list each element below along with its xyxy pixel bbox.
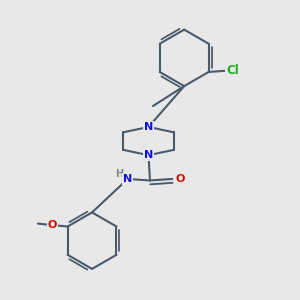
Text: H: H <box>115 169 123 178</box>
Text: O: O <box>175 174 184 184</box>
Text: O: O <box>47 220 57 230</box>
Text: Cl: Cl <box>226 64 239 77</box>
Text: N: N <box>144 122 153 132</box>
Text: N: N <box>144 150 153 160</box>
Text: N: N <box>123 174 132 184</box>
